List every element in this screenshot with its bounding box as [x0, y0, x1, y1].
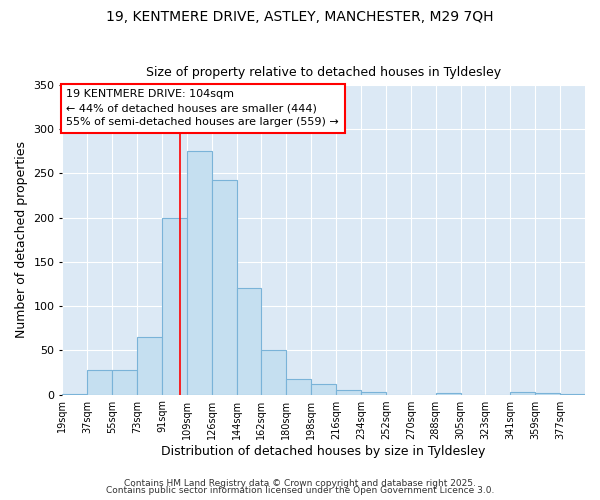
Bar — [336, 390, 361, 394]
Bar — [361, 392, 386, 394]
Y-axis label: Number of detached properties: Number of detached properties — [15, 141, 28, 338]
Title: Size of property relative to detached houses in Tyldesley: Size of property relative to detached ho… — [146, 66, 501, 80]
Bar — [436, 393, 461, 394]
Bar — [511, 392, 535, 394]
Bar — [262, 350, 286, 395]
Bar — [311, 384, 336, 394]
X-axis label: Distribution of detached houses by size in Tyldesley: Distribution of detached houses by size … — [161, 444, 486, 458]
Text: Contains HM Land Registry data © Crown copyright and database right 2025.: Contains HM Land Registry data © Crown c… — [124, 478, 476, 488]
Text: Contains public sector information licensed under the Open Government Licence 3.: Contains public sector information licen… — [106, 486, 494, 495]
Bar — [87, 370, 112, 394]
Bar — [236, 288, 262, 395]
Bar — [137, 337, 162, 394]
Bar — [212, 180, 236, 394]
Bar — [187, 151, 212, 394]
Bar — [112, 370, 137, 394]
Bar — [286, 378, 311, 394]
Bar — [535, 393, 560, 394]
Text: 19 KENTMERE DRIVE: 104sqm
← 44% of detached houses are smaller (444)
55% of semi: 19 KENTMERE DRIVE: 104sqm ← 44% of detac… — [67, 90, 339, 128]
Bar — [162, 218, 187, 394]
Text: 19, KENTMERE DRIVE, ASTLEY, MANCHESTER, M29 7QH: 19, KENTMERE DRIVE, ASTLEY, MANCHESTER, … — [106, 10, 494, 24]
